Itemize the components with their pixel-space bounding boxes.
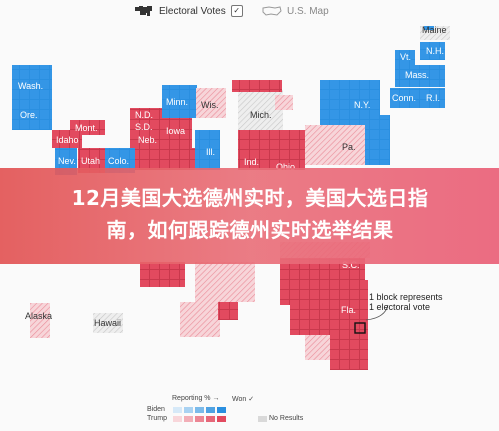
us-map-toggle[interactable]: U.S. Map	[262, 5, 329, 17]
state-ind[interactable]	[238, 130, 270, 170]
no-results-swatch	[258, 415, 267, 422]
state-pa[interactable]	[305, 125, 365, 165]
state-vt[interactable]	[395, 50, 415, 65]
label-neb: Neb.	[138, 135, 157, 145]
state-nh[interactable]	[420, 42, 445, 60]
headline-banner	[0, 168, 499, 264]
state-ri[interactable]	[420, 88, 445, 108]
label-ohio: Ohio	[276, 162, 295, 172]
state-fla[interactable]	[330, 280, 368, 370]
electoral-votes-label: Electoral Votes	[159, 5, 226, 17]
legend: Biden Trump No Results	[147, 405, 303, 423]
biden-label: Biden	[147, 406, 165, 413]
legend-biden: Biden	[147, 405, 303, 414]
headline-line-2: 南，如何跟踪德州实时选举结果	[106, 218, 394, 242]
label-mont: Mont.	[75, 123, 98, 133]
label-ore: Ore.	[20, 110, 38, 120]
us-map-label: U.S. Map	[287, 5, 329, 17]
no-results-label: No Results	[269, 415, 304, 422]
label-ind: Ind.	[244, 157, 259, 167]
state-ill[interactable]	[195, 130, 220, 170]
one-block-marker	[354, 322, 366, 334]
headline: 12月美国大选德州实时，美国大选日指 南，如何跟踪德州实时选举结果	[10, 182, 490, 246]
label-sd: S.D.	[135, 122, 153, 132]
trump-label: Trump	[147, 415, 167, 422]
won-header: Won ✓	[232, 396, 255, 403]
state-conn[interactable]	[390, 88, 420, 108]
label-ny: N.Y.	[354, 100, 370, 110]
state-hawaii[interactable]	[93, 313, 123, 333]
state-wis[interactable]	[196, 88, 226, 118]
state-nev[interactable]	[55, 145, 77, 175]
state-ore[interactable]	[12, 105, 52, 130]
callout-line-1: 1 block represents	[369, 292, 443, 302]
label-ill: Ill.	[206, 147, 215, 157]
label-fla: Fla.	[341, 305, 356, 315]
label-vt: Vt.	[400, 52, 411, 62]
label-sc: S.C.	[342, 260, 360, 270]
label-colo: Colo.	[108, 156, 129, 166]
block-callout: 1 block represents 1 electoral vote	[369, 292, 443, 312]
headline-line-1: 12月美国大选德州实时，美国大选日指	[71, 186, 429, 210]
label-mass: Mass.	[405, 70, 429, 80]
legend-trump: Trump No Results	[147, 414, 303, 423]
label-nh: N.H.	[426, 46, 444, 56]
label-maine: Maine	[422, 25, 447, 35]
label-wis: Wis.	[201, 100, 219, 110]
label-idaho: Idaho	[56, 135, 79, 145]
top-bar: Electoral Votes ✓ U.S. Map	[0, 0, 499, 26]
label-ri: R.I.	[426, 93, 440, 103]
state-idaho[interactable]	[52, 130, 82, 148]
cartogram-icon	[135, 6, 152, 16]
electoral-votes-toggle[interactable]: Electoral Votes ✓	[134, 5, 243, 17]
state-minn[interactable]	[162, 85, 197, 118]
label-nd: N.D.	[135, 110, 153, 120]
label-hawaii: Hawaii	[94, 318, 121, 328]
label-pa: Pa.	[342, 142, 356, 152]
label-alaska: Alaska	[25, 311, 52, 321]
state-mass[interactable]	[395, 65, 445, 87]
reporting-header: Reporting % →	[172, 395, 220, 402]
label-iowa: Iowa	[166, 126, 185, 136]
state-wash[interactable]	[12, 65, 52, 105]
label-mich: Mich.	[250, 110, 272, 120]
checkmark-icon: ✓	[230, 5, 243, 17]
state-ohio[interactable]	[270, 130, 305, 170]
label-wash: Wash.	[18, 81, 43, 91]
label-utah: Utah	[81, 156, 100, 166]
state-iowa[interactable]	[162, 118, 192, 153]
label-minn: Minn.	[166, 97, 188, 107]
state-alaska[interactable]	[30, 303, 50, 338]
state-texas[interactable]	[195, 262, 255, 302]
label-conn: Conn.	[392, 93, 416, 103]
us-map-icon	[262, 6, 282, 16]
label-nev: Nev.	[58, 156, 76, 166]
callout-line-2: 1 electoral vote	[369, 302, 431, 312]
state-plains[interactable]	[130, 108, 165, 148]
